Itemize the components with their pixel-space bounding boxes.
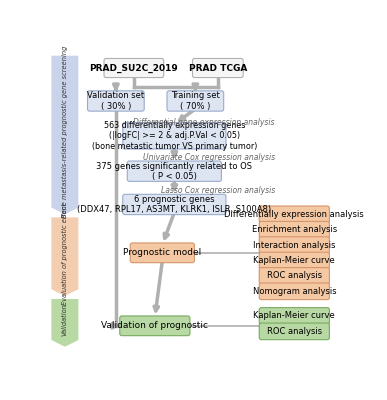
- Text: Kaplan-Meier curve: Kaplan-Meier curve: [253, 256, 335, 265]
- Polygon shape: [51, 299, 78, 347]
- Text: Training set
( 70% ): Training set ( 70% ): [171, 91, 220, 111]
- Text: Validation of prognostic: Validation of prognostic: [101, 321, 208, 330]
- FancyBboxPatch shape: [87, 91, 144, 111]
- FancyBboxPatch shape: [259, 206, 329, 223]
- FancyBboxPatch shape: [120, 316, 190, 336]
- FancyBboxPatch shape: [259, 323, 329, 340]
- Text: Kaplan-Meier curve: Kaplan-Meier curve: [253, 312, 335, 320]
- Text: 375 genes significantly related to OS
( P < 0.05): 375 genes significantly related to OS ( …: [96, 162, 252, 181]
- Polygon shape: [51, 218, 78, 296]
- FancyBboxPatch shape: [259, 308, 329, 324]
- Text: Validation set
( 30% ): Validation set ( 30% ): [87, 91, 144, 111]
- FancyBboxPatch shape: [259, 268, 329, 284]
- Text: Differential gene expression analysis: Differential gene expression analysis: [133, 118, 275, 127]
- FancyBboxPatch shape: [123, 194, 226, 215]
- FancyBboxPatch shape: [192, 58, 243, 78]
- FancyBboxPatch shape: [259, 283, 329, 300]
- Text: PRAD_SU2C_2019: PRAD_SU2C_2019: [89, 64, 178, 72]
- Text: Evaluation of prognostic effect: Evaluation of prognostic effect: [62, 202, 68, 304]
- Text: Differentially expression analysis: Differentially expression analysis: [224, 210, 364, 219]
- FancyBboxPatch shape: [259, 252, 329, 269]
- Text: ROC analysis: ROC analysis: [267, 272, 322, 280]
- Text: Interaction analysis: Interaction analysis: [253, 241, 336, 250]
- Text: Prognostic model: Prognostic model: [123, 248, 202, 257]
- Text: 563 differentially expression genes
(|logFC| >= 2 & adj.P.Val < 0.05)
(bone meta: 563 differentially expression genes (|lo…: [92, 121, 257, 151]
- FancyBboxPatch shape: [259, 222, 329, 238]
- Text: Validation: Validation: [62, 303, 68, 336]
- Text: Lasso Cox regression analysis: Lasso Cox regression analysis: [161, 186, 275, 195]
- Text: Univariate Cox regression analysis: Univariate Cox regression analysis: [143, 153, 275, 162]
- FancyBboxPatch shape: [130, 243, 194, 263]
- FancyBboxPatch shape: [167, 91, 224, 111]
- Text: PRAD TCGA: PRAD TCGA: [188, 64, 247, 72]
- FancyBboxPatch shape: [104, 58, 164, 78]
- Text: Bone metastasis-related prognostic gene screening: Bone metastasis-related prognostic gene …: [62, 46, 68, 218]
- Text: Enrichment analysis: Enrichment analysis: [252, 225, 337, 234]
- Polygon shape: [51, 56, 78, 214]
- Text: 6 prognostic genes
(DDX47, RPL17, AS3MT, KLRK1, ISLR, S100A8): 6 prognostic genes (DDX47, RPL17, AS3MT,…: [77, 195, 271, 214]
- FancyBboxPatch shape: [123, 122, 226, 149]
- Text: Nomogram analysis: Nomogram analysis: [252, 287, 336, 296]
- FancyBboxPatch shape: [259, 237, 329, 254]
- FancyBboxPatch shape: [127, 161, 221, 181]
- Text: ROC analysis: ROC analysis: [267, 327, 322, 336]
